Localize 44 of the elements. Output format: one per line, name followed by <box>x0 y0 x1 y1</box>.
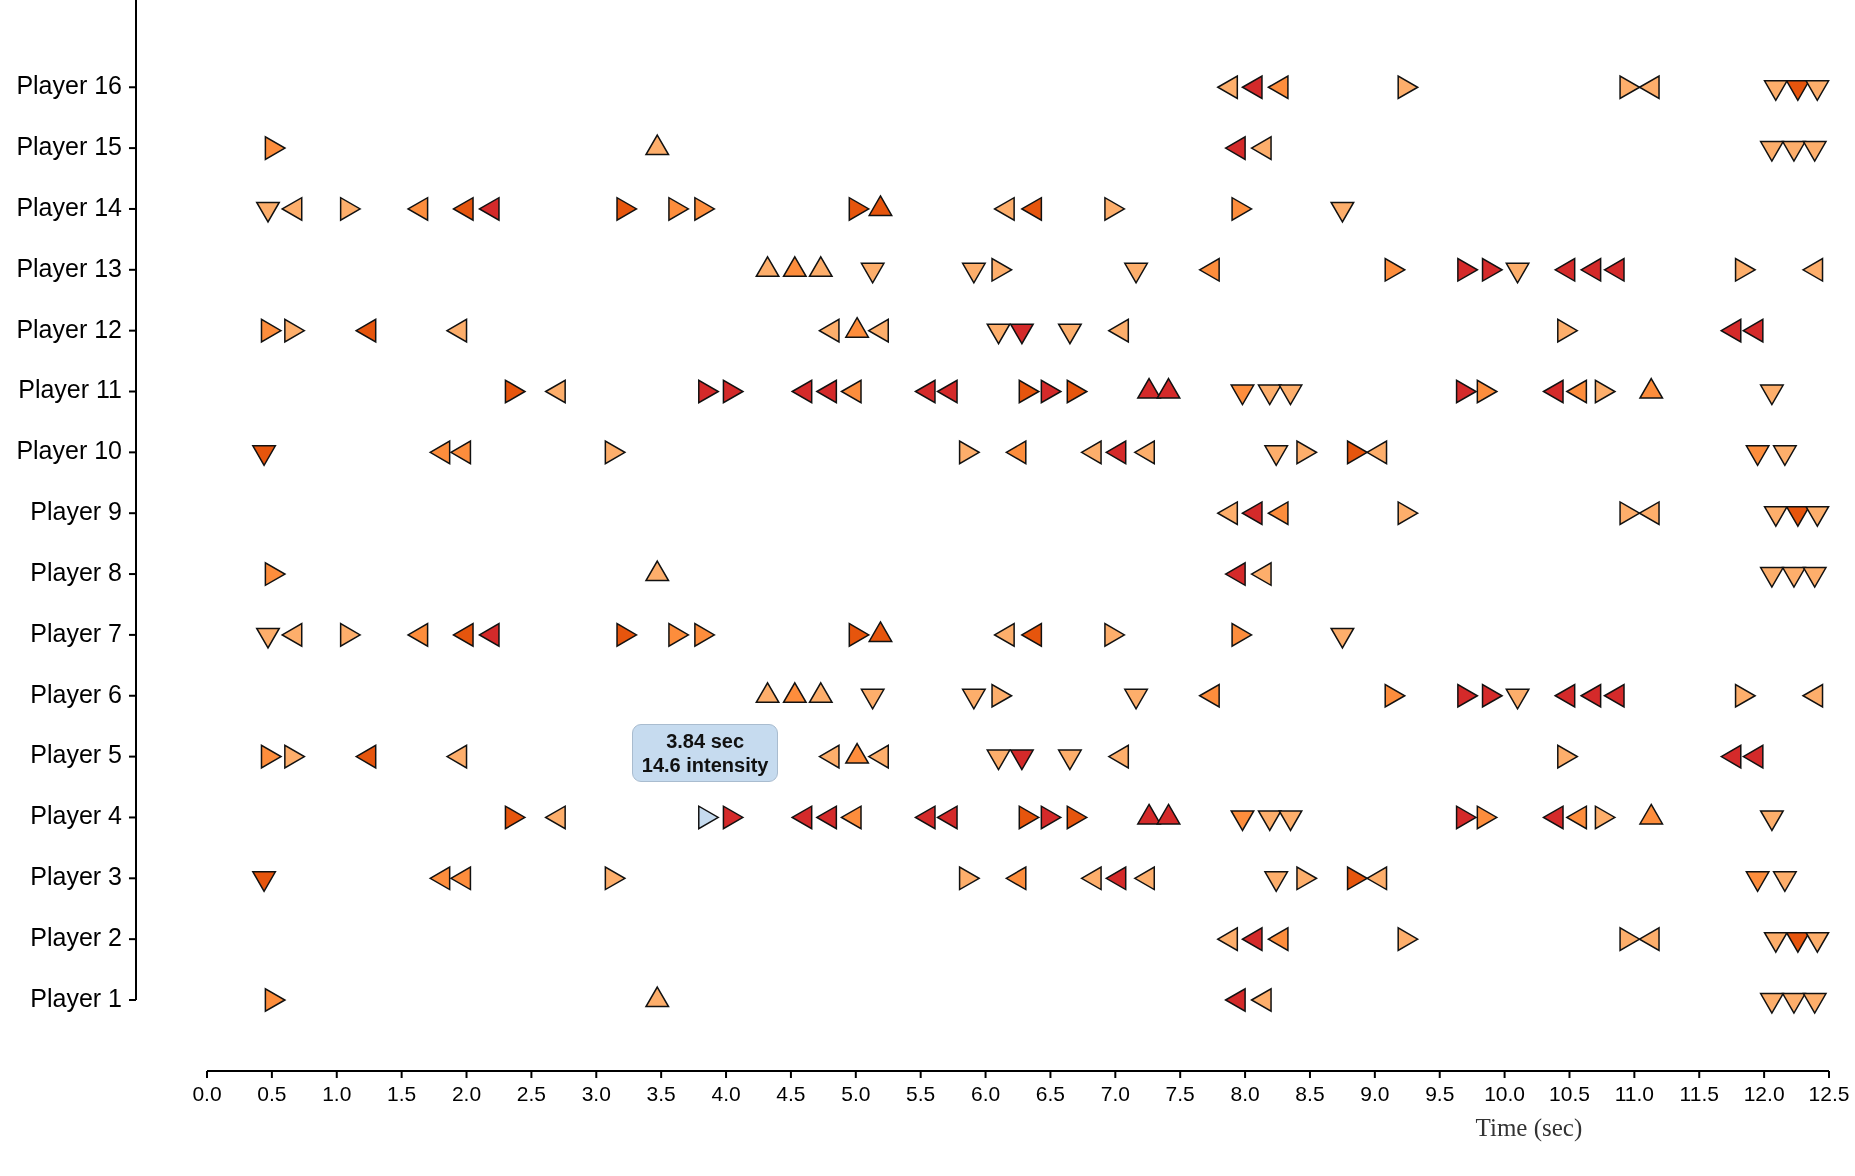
x-tick-label: 10.0 <box>1484 1082 1526 1106</box>
x-tick-label: 12.5 <box>1808 1082 1850 1106</box>
x-tick-label: 1.5 <box>387 1082 417 1106</box>
x-tick-label: 11.0 <box>1614 1082 1655 1106</box>
y-tick-label: Player 11 <box>18 375 122 404</box>
y-tick-label: Player 16 <box>16 71 122 100</box>
y-tick-label: Player 8 <box>30 557 122 586</box>
x-tick-label: 1.0 <box>322 1082 352 1106</box>
y-tick-label: Player 9 <box>30 497 122 526</box>
x-tick-label: 4.0 <box>711 1082 741 1106</box>
y-tick-label: Player 4 <box>30 801 123 830</box>
y-tick-label: Player 5 <box>30 740 122 769</box>
x-tick-label: 7.5 <box>1165 1082 1195 1106</box>
x-tick-label: 4.5 <box>776 1082 806 1106</box>
x-tick-label: 0.5 <box>257 1082 287 1106</box>
y-tick-label: Player 12 <box>16 314 122 343</box>
x-tick-label: 11.5 <box>1679 1082 1719 1106</box>
x-tick-label: 0.0 <box>192 1082 222 1106</box>
x-tick-label: 5.0 <box>841 1082 871 1106</box>
y-tick-label: Player 1 <box>30 983 122 1012</box>
y-tick-label: Player 13 <box>16 253 122 282</box>
y-tick-label: Player 15 <box>16 132 122 160</box>
x-tick-label: 2.0 <box>451 1082 482 1106</box>
y-tick-label: Player 3 <box>30 862 122 891</box>
x-tick-label: 10.5 <box>1549 1082 1590 1106</box>
x-tick-label: 6.5 <box>1035 1082 1066 1106</box>
tooltip: 3.84 sec 14.6 intensity <box>631 724 779 783</box>
x-axis-title: Time (sec) <box>1475 1113 1583 1142</box>
x-tick-label: 9.0 <box>1360 1082 1390 1106</box>
x-tick-label: 8.0 <box>1230 1082 1260 1106</box>
x-tick-label: 3.5 <box>646 1082 676 1106</box>
x-tick-label: 6.0 <box>970 1082 1001 1106</box>
x-tick-label: 9.5 <box>1425 1082 1455 1106</box>
x-tick-label: 3.0 <box>581 1082 611 1106</box>
x-tick-label: 5.5 <box>906 1082 936 1106</box>
x-tick-label: 2.5 <box>516 1082 546 1106</box>
x-tick-label: 8.5 <box>1295 1082 1325 1106</box>
y-tick-label: Player 7 <box>30 618 122 647</box>
y-tick-label: Player 6 <box>30 679 122 708</box>
y-tick-label: Player 2 <box>30 923 122 952</box>
y-tick-label: Player 14 <box>16 192 123 221</box>
x-tick-label: 12.0 <box>1743 1082 1785 1106</box>
x-tick-label: 7.0 <box>1100 1082 1130 1106</box>
y-tick-label: Player 10 <box>16 436 122 465</box>
